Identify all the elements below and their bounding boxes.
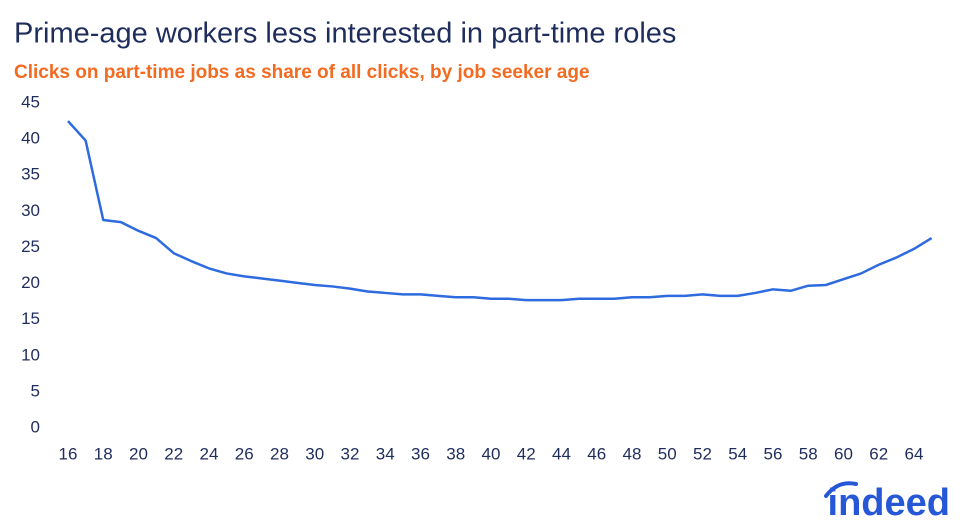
x-tick-label: 46 — [587, 444, 606, 463]
x-tick-label: 32 — [341, 444, 360, 463]
chart-subtitle: Clicks on part-time jobs as share of all… — [14, 62, 590, 83]
x-tick-label: 54 — [728, 444, 747, 463]
x-tick-label: 30 — [305, 444, 324, 463]
x-tick-label: 58 — [799, 444, 818, 463]
x-tick-label: 62 — [869, 444, 888, 463]
x-tick-label: 28 — [270, 444, 289, 463]
logo: indeed — [828, 482, 950, 524]
x-tick-label: 40 — [482, 444, 501, 463]
y-tick-label: 10 — [21, 345, 40, 364]
y-tick-label: 30 — [21, 201, 40, 220]
y-tick-label: 5 — [31, 381, 40, 400]
y-tick-label: 40 — [21, 129, 40, 148]
y-tick-label: 0 — [31, 417, 40, 436]
y-tick-label: 20 — [21, 273, 40, 292]
x-tick-label: 64 — [905, 444, 924, 463]
x-tick-label: 38 — [446, 444, 465, 463]
y-tick-label: 35 — [21, 165, 40, 184]
x-tick-label: 44 — [552, 444, 571, 463]
x-tick-label: 22 — [164, 444, 183, 463]
chart-title: Prime-age workers less interested in par… — [14, 18, 676, 50]
y-tick-label: 25 — [21, 237, 40, 256]
x-tick-label: 36 — [411, 444, 430, 463]
y-tick-label: 15 — [21, 309, 40, 328]
x-tick-label: 20 — [129, 444, 148, 463]
logo-arc — [824, 481, 858, 498]
x-tick-label: 34 — [376, 444, 395, 463]
x-tick-label: 52 — [693, 444, 712, 463]
x-tick-label: 26 — [235, 444, 254, 463]
x-tick-label: 24 — [200, 444, 219, 463]
x-tick-label: 56 — [764, 444, 783, 463]
x-tick-label: 48 — [623, 444, 642, 463]
x-tick-label: 42 — [517, 444, 536, 463]
x-tick-label: 50 — [658, 444, 677, 463]
x-tick-label: 60 — [834, 444, 853, 463]
y-tick-label: 45 — [21, 92, 40, 111]
x-tick-label: 18 — [94, 444, 113, 463]
x-tick-label: 16 — [59, 444, 78, 463]
data-line — [67, 120, 933, 302]
